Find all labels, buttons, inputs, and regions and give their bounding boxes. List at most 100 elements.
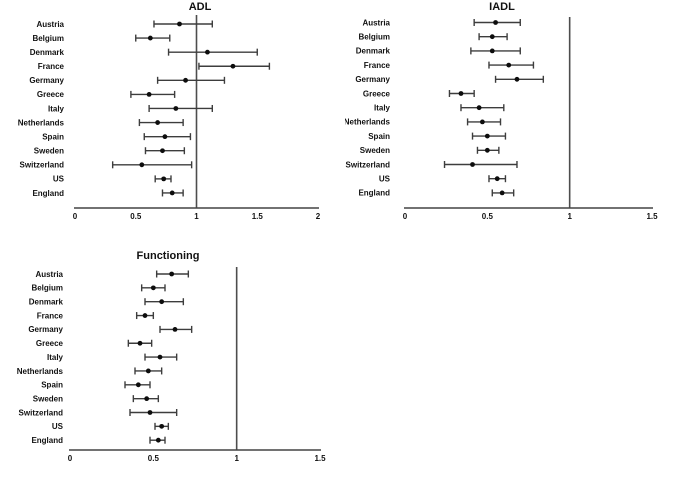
- category-label: Switzerland: [20, 161, 65, 170]
- point-estimate-marker: [137, 340, 143, 346]
- category-label: Italy: [47, 353, 64, 362]
- category-label: Austria: [35, 270, 63, 279]
- category-label: France: [38, 62, 65, 71]
- category-label: Netherlands: [345, 118, 391, 127]
- x-tick-label: 0: [73, 212, 78, 221]
- category-label: France: [37, 311, 64, 320]
- category-label: Netherlands: [17, 367, 64, 376]
- point-estimate-marker: [146, 92, 152, 97]
- category-label: Sweden: [33, 394, 63, 403]
- point-estimate-marker: [155, 120, 161, 125]
- point-estimate-marker: [484, 133, 490, 139]
- point-estimate-marker: [144, 396, 150, 402]
- point-estimate-marker: [139, 162, 145, 168]
- category-label: France: [364, 61, 391, 70]
- x-tick-label: 0: [68, 454, 73, 463]
- category-label: Denmark: [29, 298, 64, 307]
- category-label: Belgium: [358, 33, 390, 42]
- category-label: Sweden: [360, 146, 390, 155]
- x-tick-label: 0.5: [482, 212, 494, 221]
- point-estimate-marker: [159, 299, 165, 305]
- point-estimate-marker: [489, 48, 495, 54]
- point-estimate-marker: [155, 437, 161, 443]
- category-label: Austria: [362, 18, 390, 27]
- category-label: Greece: [363, 89, 391, 98]
- forest-plot-adl: ADL 0 0.5 1 1.5 2 Austria Belgium Denmark France…: [0, 0, 345, 232]
- point-estimate-marker: [159, 423, 165, 429]
- forest-plot-iadl: IADL 0 0.5 1 1.5 Austria Belgium Denmark France…: [345, 0, 685, 232]
- point-estimate-marker: [145, 368, 151, 374]
- category-label: US: [52, 422, 64, 431]
- chart-title-functioning: Functioning: [136, 250, 200, 262]
- category-label: England: [31, 436, 63, 445]
- point-estimate-marker: [162, 134, 168, 140]
- plot-area-adl: 0 0.5 1 1.5 2 Austria Belgium Denmark France Germ…: [18, 15, 321, 221]
- chart-title-iadl: IADL: [489, 1, 515, 13]
- point-estimate-marker: [230, 63, 236, 69]
- category-label: Spain: [42, 132, 64, 141]
- x-tick-label: 1: [567, 212, 572, 221]
- point-estimate-marker: [183, 77, 188, 83]
- x-tick-label: 1: [234, 454, 239, 463]
- x-tick-label: 0.5: [130, 212, 142, 221]
- category-label: Austria: [36, 20, 64, 29]
- point-estimate-marker: [142, 313, 148, 318]
- point-estimate-marker: [476, 105, 482, 111]
- category-label: Netherlands: [18, 118, 65, 127]
- category-label: England: [32, 189, 64, 198]
- category-label: US: [53, 175, 65, 184]
- point-estimate-marker: [205, 49, 210, 55]
- point-estimate-marker: [484, 147, 490, 153]
- point-estimate-marker: [161, 176, 167, 182]
- category-label: Switzerland: [19, 408, 64, 417]
- plot-area-functioning: 0 0.5 1 1.5 Austria Belgium Denmark France Germa…: [17, 267, 326, 463]
- point-estimate-marker: [147, 35, 153, 41]
- category-label: Spain: [41, 381, 63, 390]
- chart-title-adl: ADL: [188, 1, 212, 13]
- x-tick-label: 1.5: [646, 212, 658, 221]
- category-label: Germany: [28, 325, 63, 334]
- point-estimate-marker: [172, 327, 178, 332]
- x-tick-label: 1: [194, 212, 199, 221]
- x-tick-label: 1.5: [314, 454, 326, 463]
- x-tick-label: 0.5: [148, 454, 160, 463]
- category-label: Denmark: [30, 48, 65, 57]
- point-estimate-marker: [173, 106, 179, 111]
- category-label: Greece: [37, 90, 65, 99]
- point-estimate-marker: [135, 382, 141, 388]
- point-estimate-marker: [506, 62, 512, 68]
- point-estimate-marker: [160, 148, 165, 154]
- point-estimate-marker: [169, 271, 175, 277]
- point-estimate-marker: [177, 21, 182, 27]
- point-estimate-marker: [169, 190, 175, 196]
- category-label: Germany: [29, 76, 64, 85]
- category-label: Switzerland: [346, 160, 391, 169]
- point-estimate-marker: [494, 176, 500, 182]
- category-label: Belgium: [31, 284, 63, 293]
- category-label: Germany: [355, 75, 390, 84]
- category-label: Sweden: [34, 147, 64, 156]
- forest-plot-functioning: Functioning 0 0.5 1 1.5 Austria Belgium Denmar…: [0, 240, 345, 478]
- category-label: US: [379, 175, 391, 184]
- point-estimate-marker: [499, 190, 505, 196]
- point-estimate-marker: [157, 354, 163, 360]
- category-label: Belgium: [32, 34, 64, 43]
- point-estimate-marker: [479, 119, 485, 125]
- category-label: Greece: [36, 339, 64, 348]
- point-estimate-marker: [458, 91, 464, 96]
- point-estimate-marker: [147, 410, 153, 415]
- x-tick-label: 0: [403, 212, 408, 221]
- category-label: Italy: [48, 104, 65, 113]
- plot-area-iadl: 0 0.5 1 1.5 Austria Belgium Denmark France Germa…: [345, 17, 658, 221]
- category-label: Spain: [368, 132, 390, 141]
- x-tick-label: 2: [316, 212, 321, 221]
- point-estimate-marker: [514, 76, 520, 82]
- x-tick-label: 1.5: [252, 212, 264, 221]
- point-estimate-marker: [489, 34, 495, 40]
- category-label: Italy: [374, 104, 391, 113]
- point-estimate-marker: [470, 162, 475, 167]
- category-label: Denmark: [356, 47, 391, 56]
- category-label: England: [358, 189, 390, 198]
- point-estimate-marker: [150, 285, 156, 291]
